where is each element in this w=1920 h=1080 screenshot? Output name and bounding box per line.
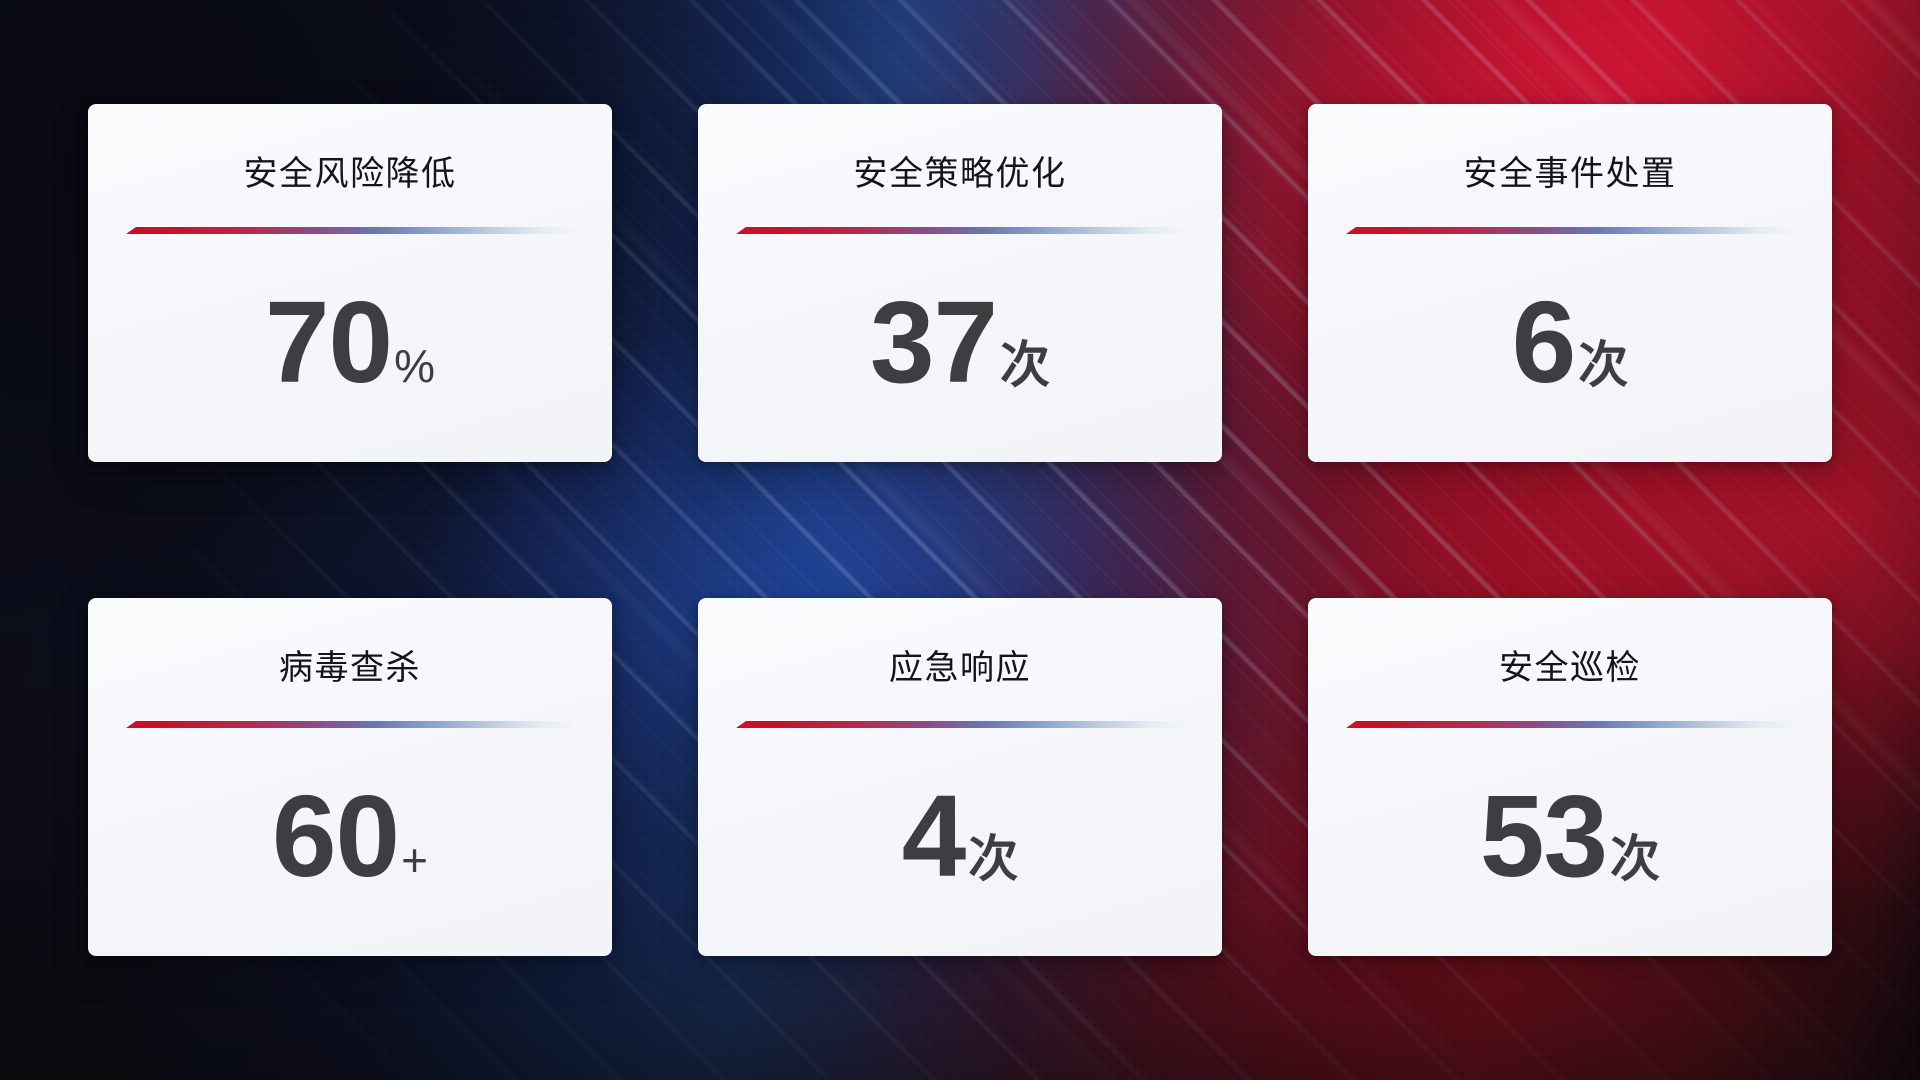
metric-value-unit: 次 <box>968 831 1019 887</box>
metric-card-security-inspection[interactable]: 安全巡检 53 次 <box>1308 598 1832 956</box>
metric-card-accent-rule <box>126 721 574 728</box>
metric-value-number: 70 <box>265 277 393 407</box>
metric-card-security-risk-reduction[interactable]: 安全风险降低 70 % <box>88 104 612 462</box>
metric-card-grid: 安全风险降低 70 % 安全策略优化 37 次 安全事件处置 6 次 病毒查 <box>88 104 1832 956</box>
metric-card-value: 6 次 <box>1512 284 1629 400</box>
metric-value-number: 53 <box>1479 771 1608 901</box>
metric-card-value: 70 % <box>265 284 435 400</box>
metric-card-title: 安全巡检 <box>1499 649 1641 687</box>
metric-card-virus-removal[interactable]: 病毒查杀 60 + <box>88 598 612 956</box>
metric-card-security-policy-optimization[interactable]: 安全策略优化 37 次 <box>698 104 1222 462</box>
metric-card-title: 安全风险降低 <box>243 155 457 193</box>
metric-card-accent-rule <box>736 227 1184 234</box>
metric-value-number: 37 <box>869 277 998 407</box>
metric-card-accent-rule <box>736 721 1184 728</box>
metric-value-unit: + <box>401 834 428 886</box>
metric-card-title: 安全事件处置 <box>1463 155 1677 193</box>
metric-value-number: 6 <box>1511 277 1577 407</box>
metric-card-value: 53 次 <box>1480 778 1660 894</box>
metric-value-number: 4 <box>901 771 967 901</box>
metric-card-title: 安全策略优化 <box>853 155 1067 193</box>
metric-card-value: 60 + <box>272 778 428 894</box>
metric-value-unit: 次 <box>1610 831 1661 887</box>
metric-value-unit: 次 <box>1000 337 1051 393</box>
metric-value-number: 60 <box>272 771 400 901</box>
metric-card-accent-rule <box>1346 227 1794 234</box>
metric-value-unit: % <box>394 340 435 392</box>
metric-card-accent-rule <box>1346 721 1794 728</box>
metric-card-title: 病毒查杀 <box>279 649 421 687</box>
metric-card-accent-rule <box>126 227 574 234</box>
metric-value-unit: 次 <box>1578 337 1629 393</box>
metric-card-value: 37 次 <box>870 284 1050 400</box>
metric-card-security-incident-handling[interactable]: 安全事件处置 6 次 <box>1308 104 1832 462</box>
metric-card-emergency-response[interactable]: 应急响应 4 次 <box>698 598 1222 956</box>
metric-card-value: 4 次 <box>902 778 1019 894</box>
metric-card-title: 应急响应 <box>889 649 1031 687</box>
